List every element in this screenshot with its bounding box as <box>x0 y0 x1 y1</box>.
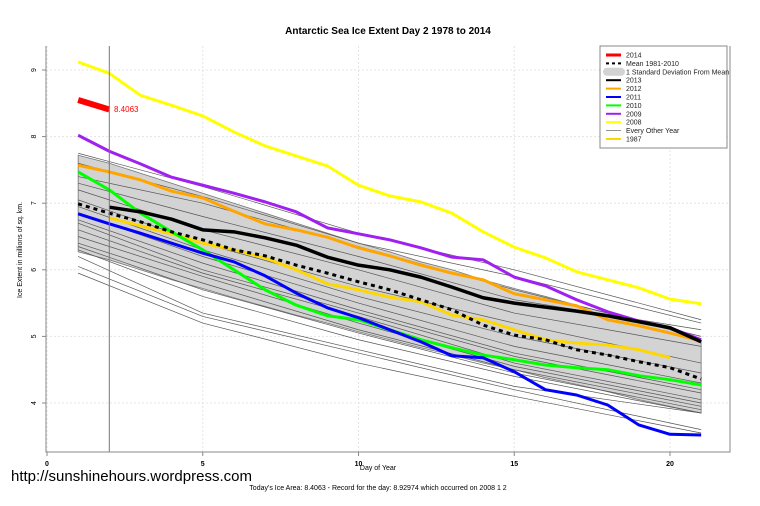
series-line-mean-1981-2010 <box>77 202 702 381</box>
legend-label: 2009 <box>626 111 642 118</box>
series-group <box>77 60 702 437</box>
series-line-2013 <box>109 205 702 344</box>
y-tick-label: 5 <box>31 334 38 338</box>
y-tick-label: 7 <box>31 201 38 205</box>
x-tick-label: 15 <box>510 461 518 468</box>
x-tick-label: 5 <box>201 461 205 468</box>
current-value-label: 8.4063 <box>114 105 139 114</box>
other-year-line <box>78 272 702 434</box>
legend-label: 1987 <box>626 137 642 144</box>
other-year-line <box>78 266 702 430</box>
y-tick-label: 4 <box>31 401 38 405</box>
other-year-line <box>78 219 702 391</box>
other-year-line <box>78 236 702 404</box>
watermark-url: http://sunshinehours.wordpress.com <box>11 468 252 485</box>
x-tick-label: 0 <box>45 461 49 468</box>
legend-label: Every Other Year <box>626 128 680 135</box>
legend-label: 2010 <box>626 103 642 110</box>
x-tick-label: 10 <box>355 461 363 468</box>
x-axis-label: Day of Year <box>360 465 397 472</box>
legend-label: Mean 1981-2010 <box>626 61 679 68</box>
sd-band <box>77 154 702 414</box>
series-line-2009 <box>77 133 702 342</box>
series-line-2014 <box>77 97 111 113</box>
other-year-line <box>78 212 702 384</box>
legend-label: 2012 <box>626 86 642 93</box>
axes: 0 5 10 15 20 4 5 6 7 8 9 <box>31 46 731 468</box>
caption: Today's Ice Area: 8.4063 - Record for th… <box>249 485 506 492</box>
legend-label: 2011 <box>626 95 641 102</box>
plot-frame <box>45 46 731 453</box>
legend-box <box>599 45 728 149</box>
y-tick-label: 8 <box>31 135 38 139</box>
other-year-line <box>78 242 702 407</box>
x-tick-label: 20 <box>666 461 674 468</box>
legend-label: 2008 <box>626 120 642 127</box>
legend-label: 2014 <box>626 53 642 60</box>
sd-band-group <box>77 154 702 414</box>
chart-title: Antarctic Sea Ice Extent Day 2 1978 to 2… <box>285 26 491 37</box>
y-axis-label: Ice Extent in millions of sq. km. <box>17 202 24 298</box>
other-year-line <box>78 199 702 364</box>
series-line-1987 <box>108 216 671 360</box>
y-tick-label: 9 <box>31 68 38 72</box>
other-year-line <box>78 249 702 414</box>
other-year-line <box>78 162 702 324</box>
legend-label: 1 Standard Deviation From Mean <box>626 69 729 76</box>
legend-swatch <box>603 67 625 76</box>
series-line-2011 <box>77 212 702 437</box>
y-tick-label: 6 <box>31 268 38 272</box>
other-year-line <box>78 246 702 411</box>
series-line-2008 <box>77 60 702 306</box>
legend-label: 2013 <box>626 78 642 85</box>
